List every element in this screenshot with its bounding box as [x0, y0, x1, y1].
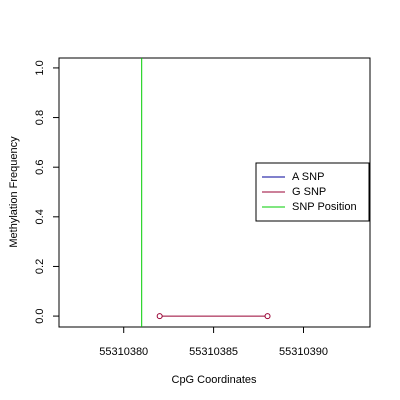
x-tick-label: 55310390: [279, 346, 328, 358]
legend-label: A SNP: [292, 171, 324, 183]
x-tick-label: 55310385: [189, 346, 238, 358]
point: [156, 313, 163, 320]
y-axis-label: Methylation Frequency: [8, 136, 20, 248]
plot-frame: [58, 57, 371, 328]
y-tick-label: 0.2: [34, 259, 46, 274]
point: [264, 313, 271, 320]
x-tick-label: 55310380: [99, 346, 148, 358]
y-tick-label: 0.0: [34, 308, 46, 323]
x-axis-label: CpG Coordinates: [172, 374, 257, 386]
legend-label: SNP Position: [292, 201, 357, 213]
y-tick-label: 0.8: [34, 110, 46, 125]
legend-label: G SNP: [292, 186, 326, 198]
y-tick-label: 1.0: [34, 60, 46, 75]
y-tick-label: 0.4: [34, 209, 46, 224]
y-tick-label: 0.6: [34, 160, 46, 175]
